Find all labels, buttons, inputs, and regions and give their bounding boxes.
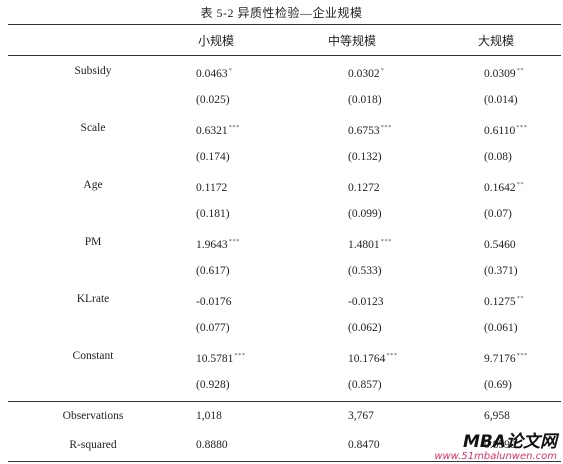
standard-error-cell: (0.018) <box>348 93 382 106</box>
row-label: Age <box>83 179 103 191</box>
coefficient-cell: 0.6110*** <box>484 121 527 138</box>
standard-error-cell: (0.08) <box>484 150 512 163</box>
standard-error-cell: (0.181) <box>196 207 230 220</box>
coefficient-cell: 0.6321*** <box>196 121 240 138</box>
significance-stars: ** <box>516 181 525 188</box>
coefficient-value: 0.0463 <box>196 68 228 80</box>
standard-error-cell: (0.928) <box>196 378 230 391</box>
stat-value: 0.8590 <box>484 439 516 451</box>
standard-error-cell: (0.371) <box>484 264 518 277</box>
stat-value: 3,767 <box>348 410 374 422</box>
table-header-rule <box>8 55 561 56</box>
row-label: KLrate <box>76 293 110 305</box>
coefficient-cell: 0.0302* <box>348 64 384 81</box>
column-header-small: 小规模 <box>198 34 235 48</box>
coefficient-value: 9.7176 <box>484 353 516 365</box>
significance-stars: *** <box>380 238 392 245</box>
standard-error-cell: (0.025) <box>196 93 230 106</box>
table-stats-rule <box>8 401 561 402</box>
standard-error-cell: (0.533) <box>348 264 382 277</box>
standard-error-cell: (0.014) <box>484 93 518 106</box>
significance-stars: *** <box>228 238 240 245</box>
coefficient-value: -0.0123 <box>348 296 384 308</box>
stat-value: 0.8470 <box>348 439 380 451</box>
coefficient-cell: 0.5460 <box>484 235 517 252</box>
standard-error-cell: (0.617) <box>196 264 230 277</box>
row-label: Constant <box>72 350 114 362</box>
row-label: Subsidy <box>74 65 112 77</box>
stat-value: 6,958 <box>484 410 510 422</box>
stat-value: 1,018 <box>196 410 222 422</box>
coefficient-value: 0.6753 <box>348 125 380 137</box>
standard-error-cell: (0.061) <box>484 321 518 334</box>
significance-stars: * <box>380 67 385 74</box>
coefficient-cell: 0.1272 <box>348 178 381 195</box>
column-header-large: 大规模 <box>478 34 515 48</box>
significance-stars: ** <box>516 295 525 302</box>
significance-stars: *** <box>234 352 246 359</box>
significance-stars: *** <box>228 124 240 131</box>
coefficient-value: 0.1275 <box>484 296 516 308</box>
coefficient-cell: 0.6753*** <box>348 121 392 138</box>
column-header-medium: 中等规模 <box>328 34 377 48</box>
table-caption: 表 5-2 异质性检验—企业规模 <box>200 6 363 20</box>
coefficient-value: 0.1642 <box>484 182 516 194</box>
table-bottom-rule <box>8 461 561 462</box>
row-label: Scale <box>80 122 106 134</box>
coefficient-cell: 0.0463* <box>196 64 232 81</box>
coefficient-cell: 1.9643*** <box>196 235 240 252</box>
standard-error-cell: (0.07) <box>484 207 512 220</box>
coefficient-cell: 0.1275** <box>484 292 524 309</box>
row-label: PM <box>84 236 102 248</box>
coefficient-cell: 0.0309** <box>484 64 524 81</box>
coefficient-cell: 0.1172 <box>196 178 228 195</box>
coefficient-value: 0.1272 <box>348 182 380 194</box>
coefficient-value: 0.0309 <box>484 68 516 80</box>
coefficient-value: 0.0302 <box>348 68 380 80</box>
significance-stars: *** <box>516 124 528 131</box>
coefficient-cell: -0.0176 <box>196 292 232 309</box>
standard-error-cell: (0.132) <box>348 150 382 163</box>
stat-label: Observations <box>62 410 124 422</box>
coefficient-value: 10.5781 <box>196 353 234 365</box>
stat-label: R-squared <box>69 439 117 451</box>
coefficient-value: 0.1172 <box>196 182 228 194</box>
table-top-rule <box>8 24 561 25</box>
coefficient-value: 0.6110 <box>484 125 516 137</box>
coefficient-cell: -0.0123 <box>348 292 384 309</box>
significance-stars: *** <box>386 352 398 359</box>
coefficient-cell: 10.1764*** <box>348 349 398 366</box>
coefficient-cell: 1.4801*** <box>348 235 392 252</box>
stat-value: 0.8880 <box>196 439 228 451</box>
standard-error-cell: (0.077) <box>196 321 230 334</box>
watermark-brand: MBA论文网 <box>462 432 557 452</box>
significance-stars: ** <box>516 67 525 74</box>
coefficient-cell: 9.7176*** <box>484 349 528 366</box>
significance-stars: *** <box>516 352 528 359</box>
significance-stars: * <box>228 67 233 74</box>
significance-stars: *** <box>380 124 392 131</box>
coefficient-value: 1.9643 <box>196 239 228 251</box>
watermark-url: www.51mbalunwen.com <box>434 451 557 462</box>
coefficient-value: 0.6321 <box>196 125 228 137</box>
standard-error-cell: (0.099) <box>348 207 382 220</box>
coefficient-value: 0.5460 <box>484 239 516 251</box>
coefficient-cell: 0.1642** <box>484 178 524 195</box>
standard-error-cell: (0.857) <box>348 378 382 391</box>
coefficient-value: 1.4801 <box>348 239 380 251</box>
standard-error-cell: (0.69) <box>484 378 512 391</box>
standard-error-cell: (0.174) <box>196 150 230 163</box>
coefficient-value: 10.1764 <box>348 353 386 365</box>
coefficient-value: -0.0176 <box>196 296 232 308</box>
standard-error-cell: (0.062) <box>348 321 382 334</box>
watermark: MBA论文网 www.51mbalunwen.com <box>434 434 557 462</box>
coefficient-cell: 10.5781*** <box>196 349 246 366</box>
